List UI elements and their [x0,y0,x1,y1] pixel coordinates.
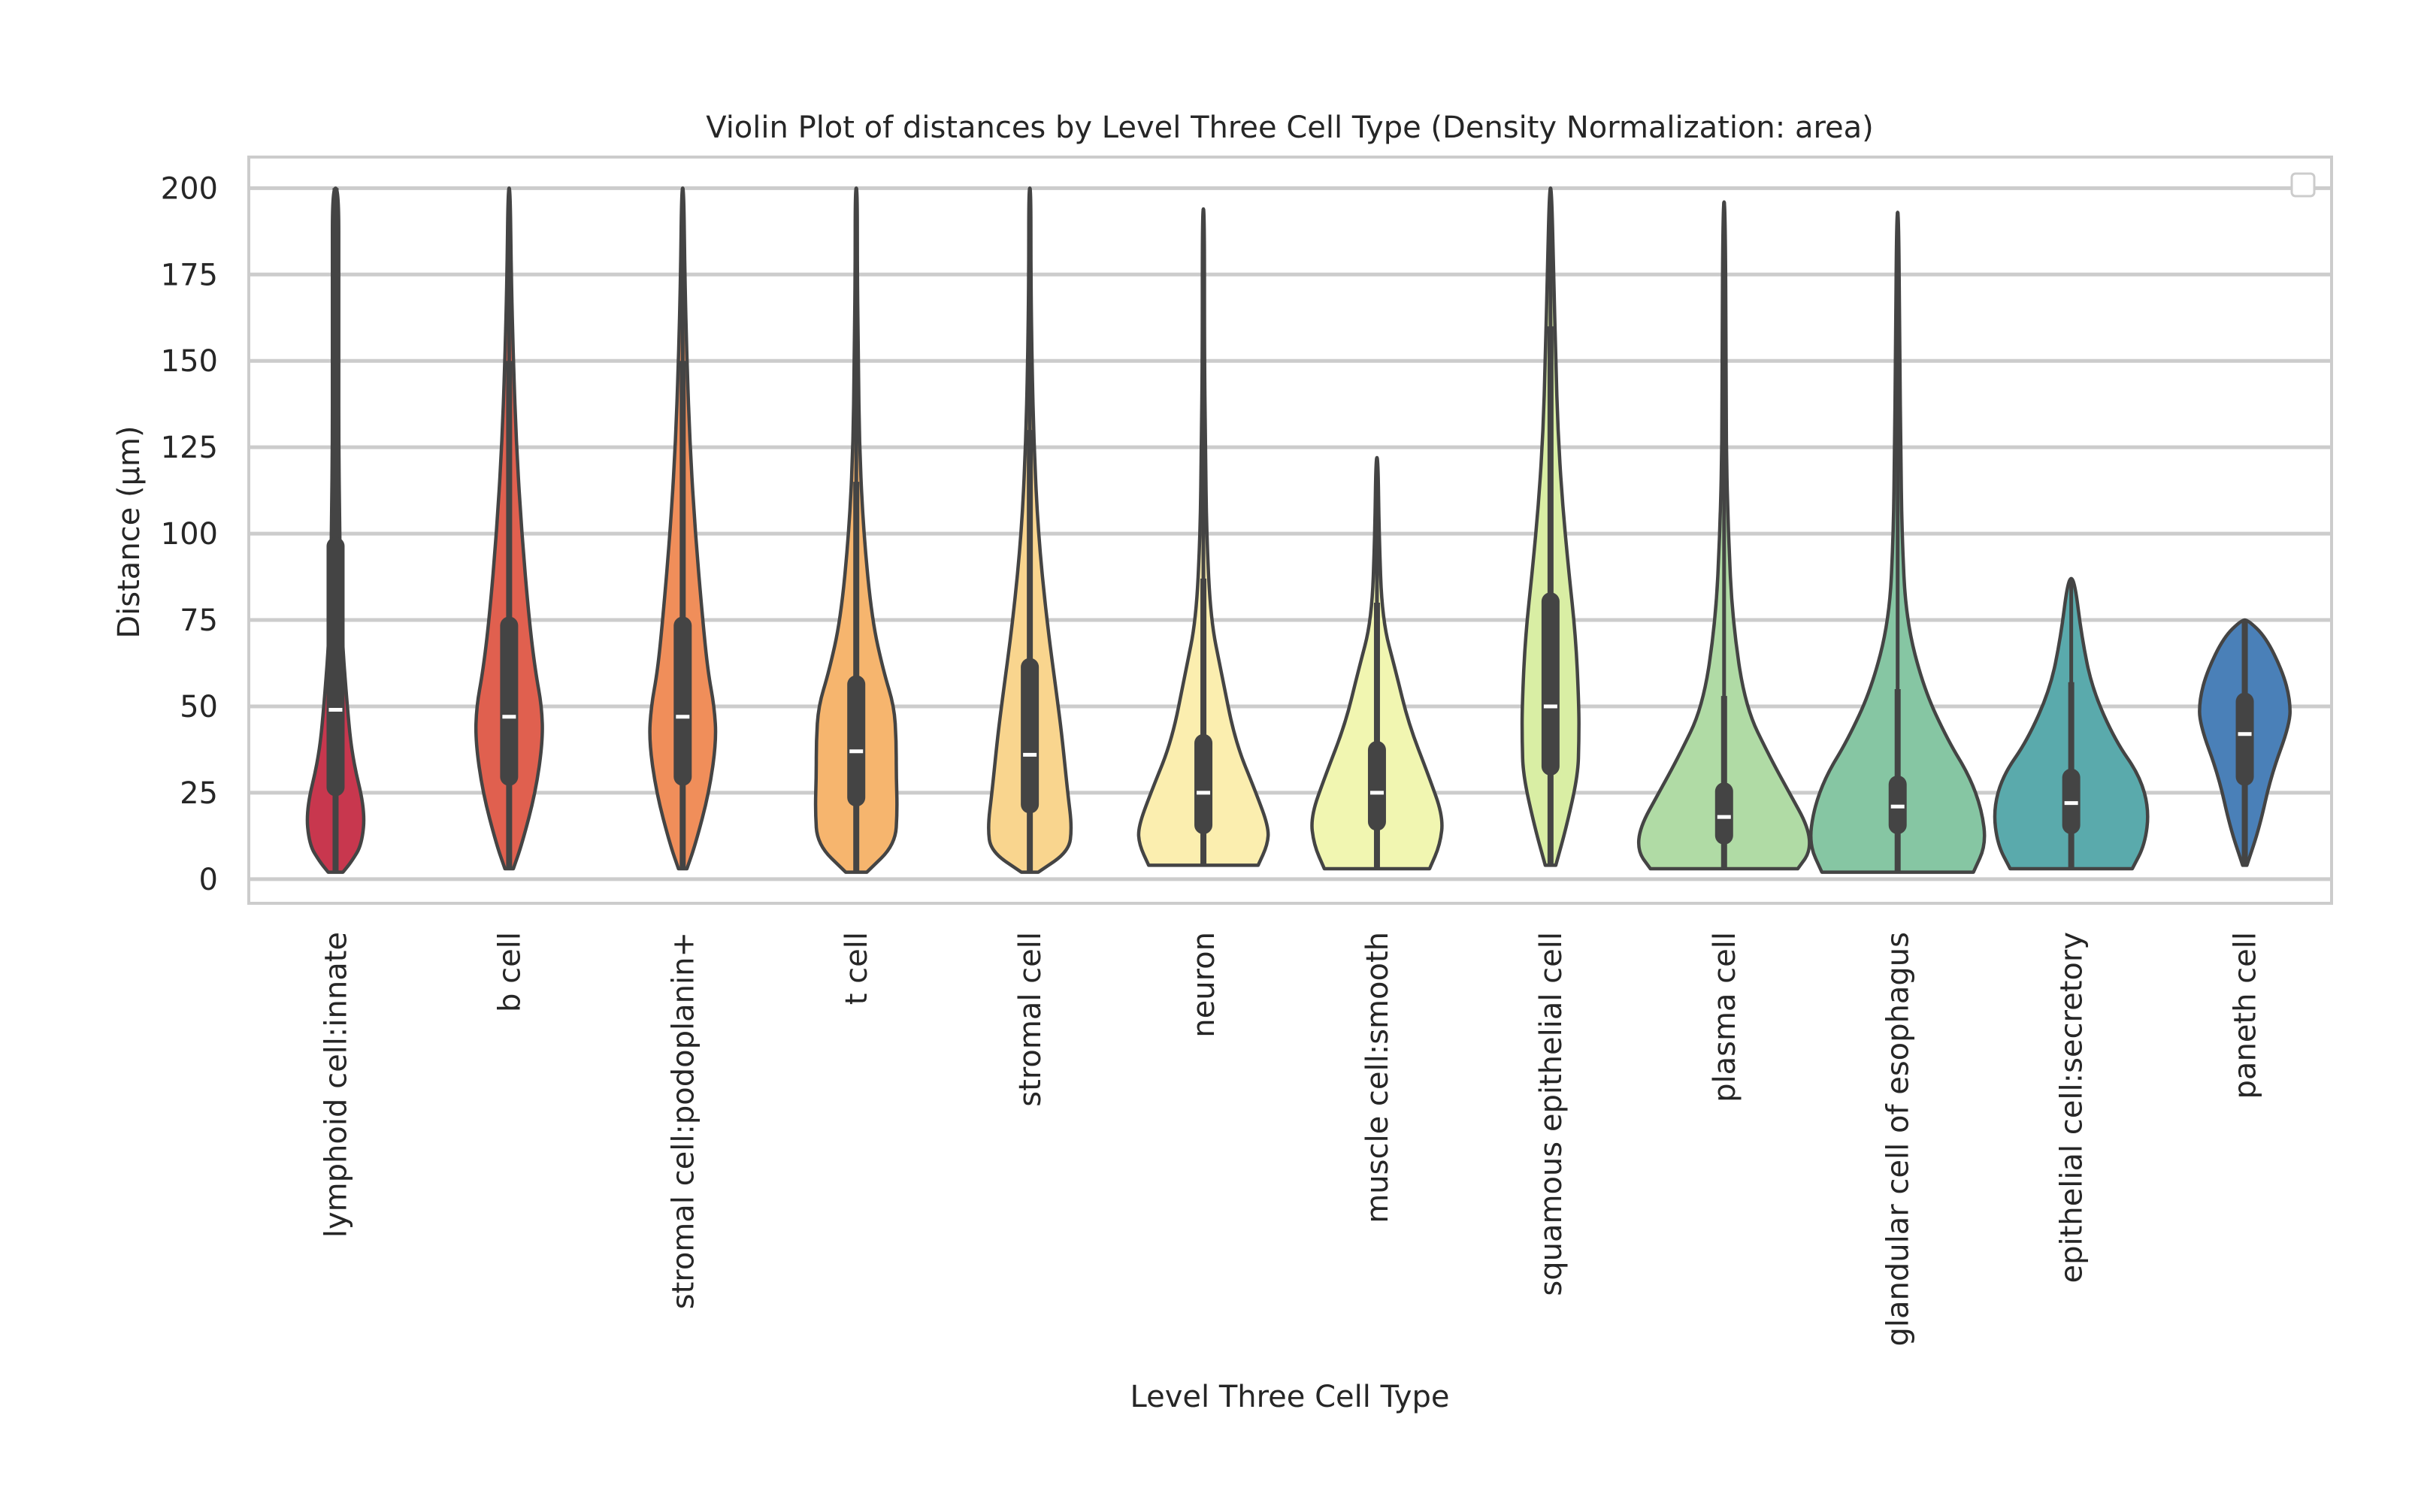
y-axis-label: Distance (µm) [112,425,147,638]
y-tick-label: 175 [161,258,218,292]
y-tick-label: 25 [180,776,218,811]
violin-iqr-box [673,616,692,786]
y-tick-label: 200 [161,171,218,206]
x-tick-label: muscle cell:smooth [1360,932,1395,1223]
x-tick-label: b cell [492,932,527,1012]
y-tick-label: 0 [199,863,218,897]
y-tick-label: 125 [161,431,218,465]
x-tick-label: lymphoid cell:innate [319,932,353,1238]
x-tick-label: stromal cell:podoplanin+ [666,932,701,1309]
y-tick-label: 100 [161,517,218,552]
x-tick-label: glandular cell of esophagus [1881,932,1916,1346]
violin-iqr-box [847,675,866,807]
x-tick-label: squamous epithelial cell [1534,932,1569,1296]
x-tick-label: epithelial cell:secretory [2055,932,2090,1284]
violin-iqr-box [1021,658,1040,814]
x-tick-label: plasma cell [1708,932,1742,1102]
y-tick-label: 150 [161,344,218,379]
x-tick-label: stromal cell [1013,932,1048,1107]
violin-iqr-box [1714,782,1733,845]
plot-area [249,157,2332,903]
violin-iqr-box [500,616,519,786]
x-tick-label: paneth cell [2229,932,2263,1099]
legend-box [2290,172,2316,198]
violins [305,186,2292,874]
chart-title: Violin Plot of distances by Level Three … [706,110,1874,145]
violin-iqr-box [1541,592,1560,776]
y-tick-label: 50 [180,690,218,724]
grid-lines [249,186,2332,881]
violin-iqr-box [1367,740,1386,831]
y-tick-labels: 0 25 50 75 100 125 150 175 200 [161,171,218,897]
y-tick-label: 75 [180,603,218,638]
plot-frame [247,156,2333,905]
x-axis-label: Level Three Cell Type [1130,1380,1450,1414]
x-tick-label: t cell [840,932,874,1005]
violin-iqr-box [326,537,345,797]
x-tick-labels: lymphoid cell:innate b cell stromal cell:p… [319,932,2262,1346]
violin-iqr-box [1194,733,1213,835]
violin-iqr-box [2235,692,2254,786]
x-tick-label: neuron [1187,932,1221,1038]
